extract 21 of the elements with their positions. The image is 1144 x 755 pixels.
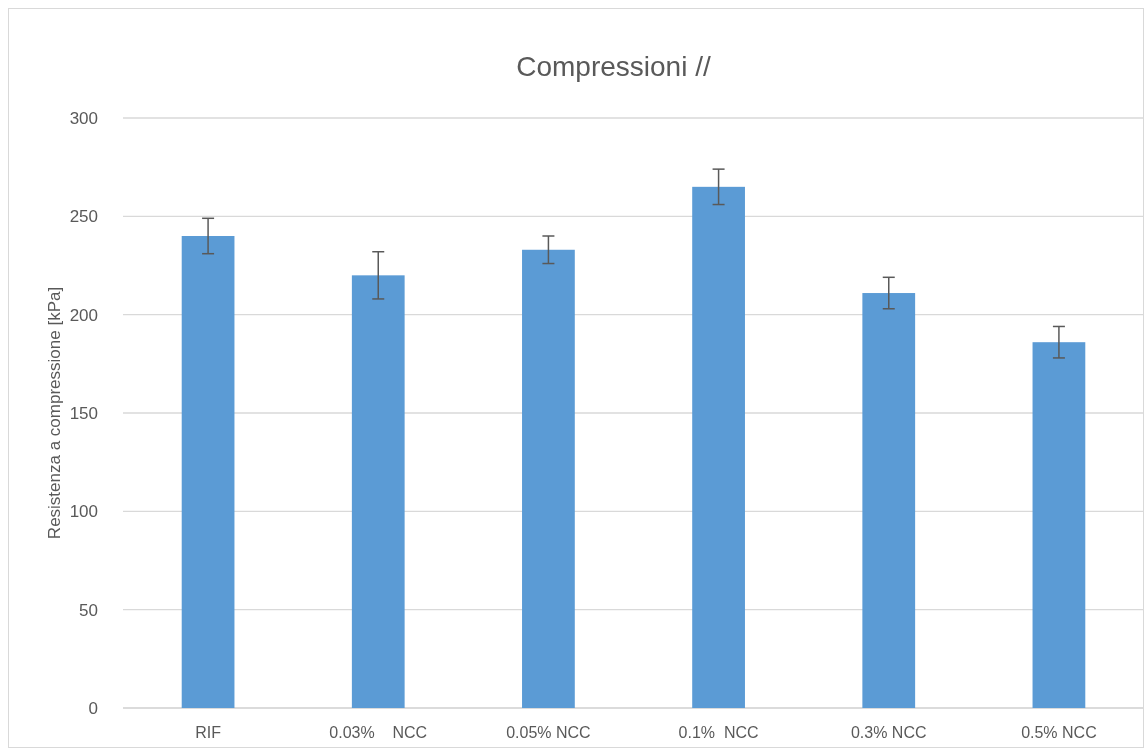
x-tick-label: 0.1% NCC	[678, 724, 759, 741]
y-tick-label: 100	[69, 502, 98, 522]
y-tick-label: 250	[69, 207, 98, 227]
y-tick-label: 300	[69, 108, 98, 128]
bar	[522, 249, 575, 708]
bar	[181, 236, 235, 708]
y-tick-label: 0	[88, 698, 98, 718]
x-tick-label: 0.5% NCC	[1021, 724, 1097, 741]
y-tick-label: 200	[69, 305, 98, 325]
bar	[862, 293, 916, 708]
x-tick-label: RIF	[195, 724, 222, 741]
bar	[692, 186, 745, 708]
bar	[1032, 342, 1086, 708]
x-tick-label: 0.05% NCC	[506, 724, 591, 741]
bar	[351, 275, 405, 708]
chart-title: Compressioni //	[516, 51, 711, 82]
x-tick-label: 0.3% NCC	[850, 724, 927, 741]
y-tick-label: 150	[69, 403, 98, 423]
y-axis-title: Resistenza a compressione [kPa]	[45, 286, 64, 540]
y-tick-label: 50	[79, 600, 98, 620]
x-tick-label: 0.03% NCC	[329, 724, 428, 741]
